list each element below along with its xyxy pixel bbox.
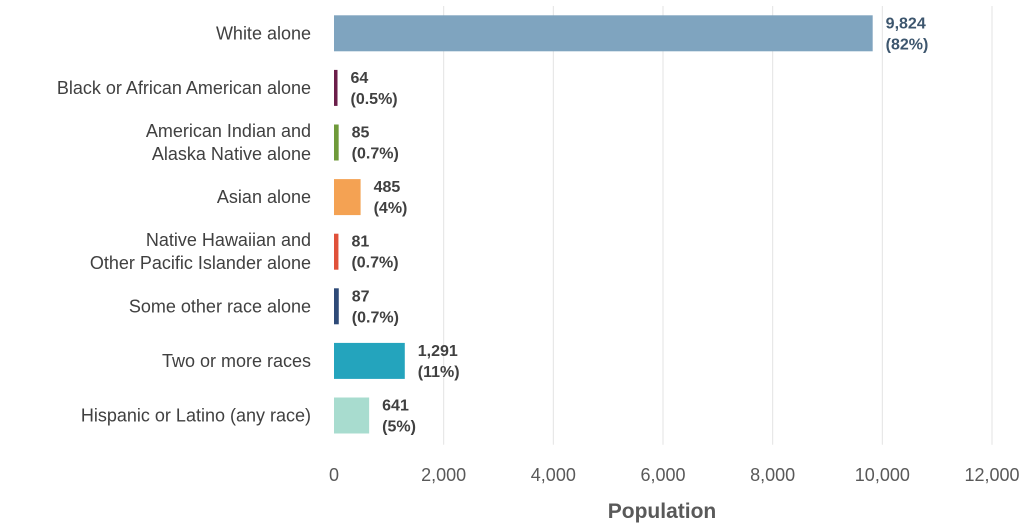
x-tick-label: 6,000 (640, 465, 685, 485)
x-tick-label: 2,000 (421, 465, 466, 485)
category-label: Asian alone (217, 187, 311, 207)
value-label: 641 (382, 398, 409, 415)
bar (334, 288, 339, 325)
bar (334, 233, 339, 270)
category-labels: White alone Black or African American alo… (57, 23, 311, 425)
percent-label: (0.7%) (352, 309, 399, 326)
percent-label: (0.7%) (352, 146, 399, 163)
category-label: White alone (216, 23, 311, 43)
bar (334, 179, 361, 216)
value-label: 9,824 (886, 15, 926, 32)
category-label: American Indian and Alaska Native alone (146, 121, 311, 164)
bar (334, 15, 873, 52)
category-label: Some other race alone (129, 296, 311, 316)
x-tick-label: 8,000 (750, 465, 795, 485)
bar (334, 397, 370, 434)
bar (334, 342, 405, 379)
bar (334, 69, 338, 106)
x-tick-labels: 0 2,000 4,000 6,000 8,000 10,000 12,000 (329, 465, 1020, 485)
x-tick-label: 4,000 (531, 465, 576, 485)
x-axis-title: Population (608, 500, 717, 523)
category-label: Hispanic or Latino (any race) (81, 406, 311, 426)
percent-label: (0.5%) (351, 91, 398, 108)
x-tick-label: 0 (329, 465, 339, 485)
percent-label: (0.7%) (351, 255, 398, 272)
category-label: Black or African American alone (57, 78, 311, 98)
value-label: 87 (352, 288, 370, 305)
value-label: 1,291 (418, 343, 458, 360)
percent-label: (4%) (374, 200, 408, 217)
value-label: 64 (351, 70, 369, 87)
value-label: 485 (374, 179, 401, 196)
x-tick-label: 10,000 (855, 465, 910, 485)
category-label: Two or more races (162, 351, 311, 371)
x-tick-label: 12,000 (964, 465, 1019, 485)
category-label: Native Hawaiian and Other Pacific Islande… (90, 230, 311, 273)
percent-label: (82%) (886, 36, 929, 53)
value-labels: 9,824 (82%) 64 (0.5%) 85 (0.7%) 485 (4%) 81 (0.7%… (351, 15, 929, 435)
bars (334, 15, 873, 434)
value-label: 85 (352, 125, 370, 142)
bar (334, 124, 339, 161)
value-label: 81 (351, 234, 369, 251)
percent-label: (5%) (382, 419, 416, 436)
percent-label: (11%) (418, 364, 460, 381)
gridlines (443, 6, 993, 445)
